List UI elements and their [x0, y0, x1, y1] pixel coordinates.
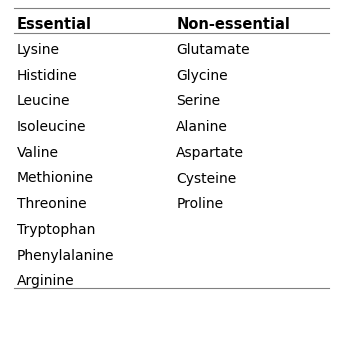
Text: Valine: Valine	[17, 146, 59, 160]
Text: Alanine: Alanine	[176, 120, 228, 134]
Text: Arginine: Arginine	[17, 274, 75, 288]
Text: Histidine: Histidine	[17, 69, 78, 83]
Text: Phenylalanine: Phenylalanine	[17, 249, 115, 263]
Text: Proline: Proline	[176, 197, 223, 211]
Text: Serine: Serine	[176, 94, 220, 108]
Text: Threonine: Threonine	[17, 197, 86, 211]
Text: Methionine: Methionine	[17, 172, 94, 186]
Text: Leucine: Leucine	[17, 94, 71, 108]
Text: Non-essential: Non-essential	[176, 17, 290, 32]
Text: Tryptophan: Tryptophan	[17, 223, 95, 237]
Text: Lysine: Lysine	[17, 43, 60, 57]
Text: Essential: Essential	[17, 17, 92, 32]
Text: Glycine: Glycine	[176, 69, 228, 83]
Text: Aspartate: Aspartate	[176, 146, 244, 160]
Text: Cysteine: Cysteine	[176, 172, 237, 186]
Text: Isoleucine: Isoleucine	[17, 120, 86, 134]
Text: Glutamate: Glutamate	[176, 43, 250, 57]
